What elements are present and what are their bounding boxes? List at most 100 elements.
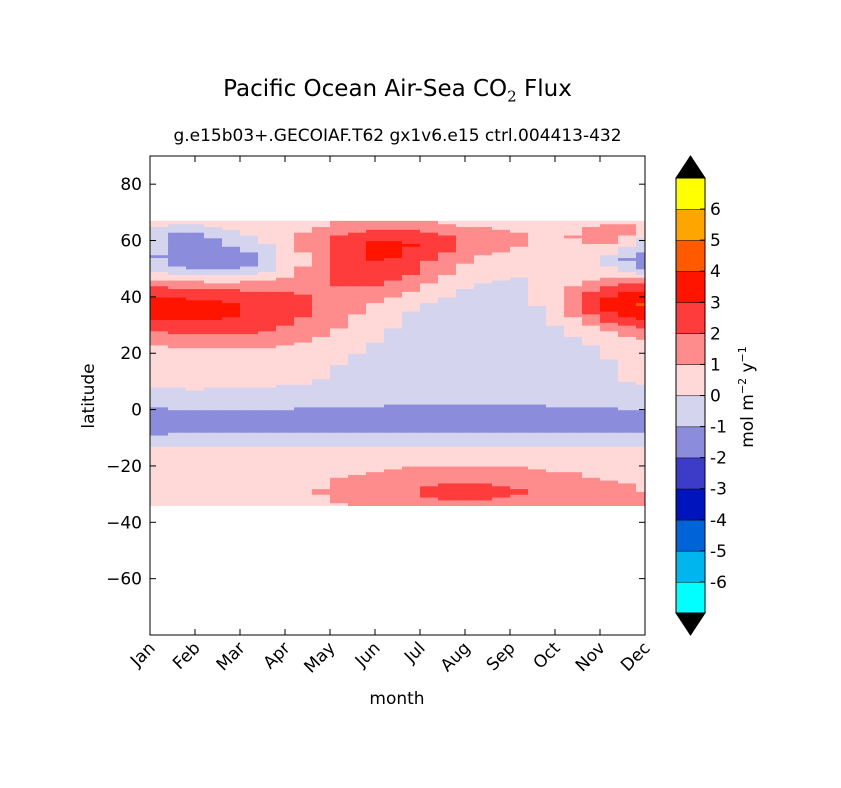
contour-cell (384, 392, 403, 397)
contour-cell (312, 288, 331, 292)
contour-cell (474, 480, 493, 484)
contour-cell (294, 502, 313, 506)
contour-cell (546, 308, 565, 312)
contour-cell (402, 330, 421, 335)
contour-cell (546, 251, 565, 256)
contour-cell (150, 372, 169, 377)
contour-cell (474, 291, 493, 295)
contour-cell (528, 229, 547, 233)
contour-cell (330, 454, 349, 459)
contour-cell (456, 220, 475, 225)
contour-cell (258, 392, 277, 397)
colorbar-swatch (675, 519, 706, 552)
contour-cell (330, 347, 349, 352)
contour-cell (456, 279, 475, 284)
contour-cell (492, 234, 511, 239)
contour-cell (168, 353, 187, 357)
contour-cell (366, 370, 385, 374)
contour-cell (564, 403, 583, 408)
contour-cell (150, 341, 169, 346)
contour-cell (582, 327, 601, 332)
contour-cell (420, 502, 439, 506)
contour-cell (636, 477, 645, 481)
contour-cell (348, 251, 367, 256)
contour-cell (456, 443, 475, 447)
contour-cell (222, 325, 241, 329)
contour-cell (276, 468, 295, 473)
contour-cell (636, 333, 645, 337)
contour-cell (564, 257, 583, 261)
contour-cell (438, 370, 457, 374)
contour-cell (222, 285, 241, 290)
contour-cell (150, 257, 169, 261)
contour-cell (384, 460, 403, 464)
contour-cell (150, 260, 169, 264)
contour-cell (420, 454, 439, 459)
contour-cell (294, 220, 313, 225)
contour-cell (312, 381, 331, 385)
contour-cell (384, 446, 403, 450)
contour-cell (528, 463, 547, 467)
contour-cell (222, 341, 241, 346)
contour-cell (474, 395, 493, 399)
contour-cell (618, 367, 637, 371)
contour-cell (348, 403, 367, 408)
contour-cell (186, 398, 205, 402)
contour-cell (366, 384, 385, 388)
contour-cell (636, 308, 645, 312)
contour-cell (456, 333, 475, 337)
contour-cell (204, 440, 223, 444)
contour-cell (330, 322, 349, 326)
contour-cell (600, 322, 619, 326)
contour-cell (474, 457, 493, 461)
contour-cell (492, 437, 511, 442)
contour-cell (240, 257, 259, 261)
contour-cell (564, 465, 583, 470)
contour-cell (384, 294, 403, 298)
contour-cell (222, 499, 241, 504)
contour-cell (312, 299, 331, 304)
contour-cell (600, 277, 619, 281)
contour-cell (294, 336, 313, 340)
contour-cell (186, 234, 205, 239)
contour-cell (546, 294, 565, 298)
contour-cell (312, 454, 331, 459)
contour-cell (294, 319, 313, 323)
contour-cell (456, 310, 475, 315)
contour-cell (240, 491, 259, 495)
contour-cell (636, 274, 645, 278)
contour-cell (384, 344, 403, 349)
contour-cell (348, 240, 367, 244)
contour-cell (474, 327, 493, 332)
contour-cell (258, 480, 277, 484)
contour-cell (600, 412, 619, 416)
contour-cell (312, 271, 331, 275)
contour-cell (474, 257, 493, 261)
contour-cell (204, 285, 223, 290)
contour-cell (366, 477, 385, 481)
contour-cell (258, 296, 277, 301)
contour-cell (240, 398, 259, 402)
contour-cell (312, 364, 331, 368)
contour-cell (222, 358, 241, 363)
contour-cell (528, 437, 547, 442)
contour-cell (276, 254, 295, 259)
contour-cell (510, 423, 529, 428)
contour-cell (564, 296, 583, 301)
contour-cell (258, 412, 277, 416)
contour-cell (240, 316, 259, 321)
contour-cell (564, 381, 583, 385)
colorbar-swatch (675, 270, 706, 303)
contour-cell (366, 375, 385, 380)
contour-cell (258, 294, 277, 298)
contour-cell (492, 305, 511, 309)
contour-cell (618, 254, 637, 259)
contour-cell (168, 271, 187, 275)
contour-cell (384, 415, 403, 419)
contour-cell (474, 364, 493, 368)
contour-cell (240, 401, 259, 405)
contour-cell (222, 277, 241, 281)
contour-cell (168, 310, 187, 315)
contour-cell (258, 223, 277, 228)
contour-cell (546, 375, 565, 380)
